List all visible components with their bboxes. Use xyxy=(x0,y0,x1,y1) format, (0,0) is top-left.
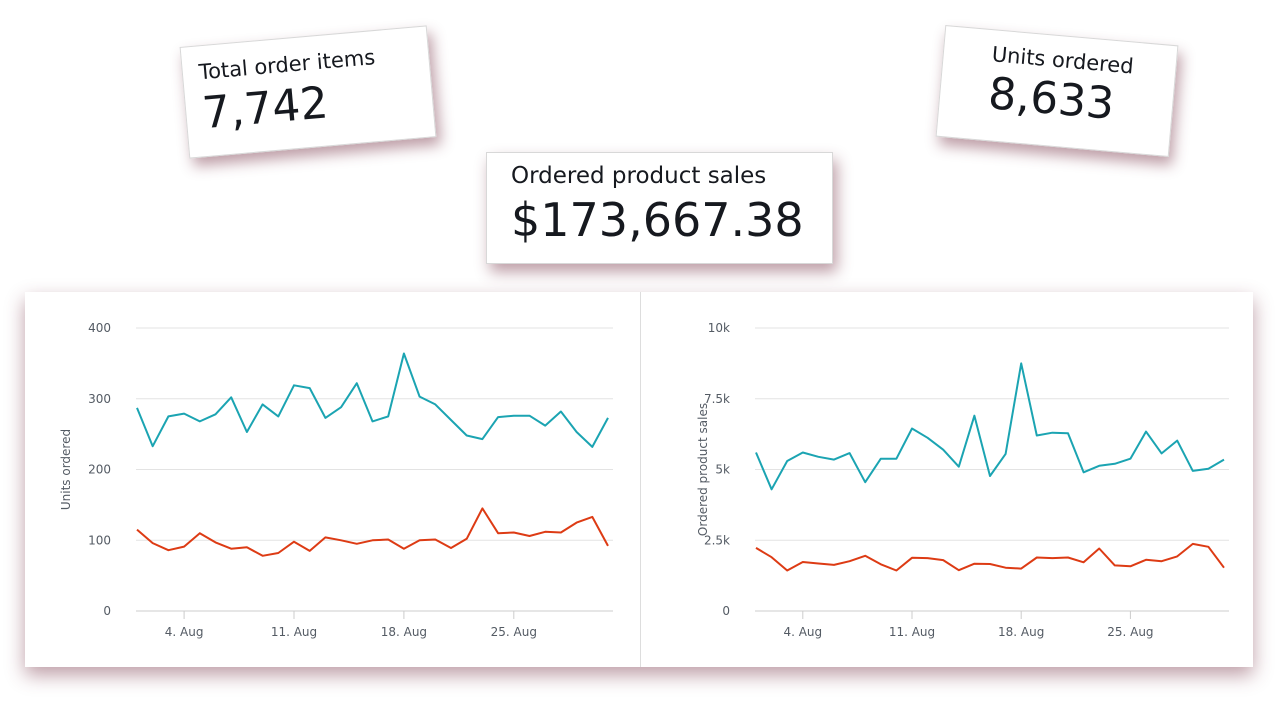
y-tick-label: 7.5k xyxy=(704,392,730,406)
x-tick-label: 18. Aug xyxy=(381,625,427,639)
ordered-product-sales-chart: 0 2.5k 5k 7.5k 10k 4. Aug 11. Aug 18. Aug 25. Au… xyxy=(696,321,1229,639)
y-axis-label: Units ordered xyxy=(59,429,73,510)
y-tick-label: 300 xyxy=(88,392,111,406)
kpi-value: $173,667.38 xyxy=(511,193,804,247)
kpi-card-ordered-product-sales: Ordered product sales $173,667.38 xyxy=(486,152,833,264)
x-tick-label: 25. Aug xyxy=(491,625,537,639)
x-tick-label: 11. Aug xyxy=(889,625,935,639)
y-tick-label: 5k xyxy=(715,463,730,477)
kpi-label: Ordered product sales xyxy=(511,163,767,189)
chart-divider xyxy=(640,292,641,667)
series-line-1 xyxy=(755,362,1225,491)
x-tick-label: 4. Aug xyxy=(783,625,822,639)
series-line-1 xyxy=(136,352,609,448)
y-tick-label: 0 xyxy=(103,604,111,618)
y-tick-label: 0 xyxy=(722,604,730,618)
y-tick-label: 100 xyxy=(88,533,111,547)
y-tick-label: 200 xyxy=(88,463,111,477)
series-line-2 xyxy=(136,507,609,557)
series-line-2 xyxy=(755,542,1225,572)
kpi-card-units-ordered: Units ordered 8,633 xyxy=(935,25,1179,157)
units-ordered-chart: 0 100 200 300 400 4. Aug 11. Aug 18. Aug 25. Aug… xyxy=(59,321,613,639)
charts-panel: 0 100 200 300 400 4. Aug 11. Aug 18. Aug 25. Aug… xyxy=(25,292,1253,667)
y-axis-label: Ordered product sales xyxy=(696,403,710,536)
y-tick-label: 10k xyxy=(708,321,730,335)
y-tick-label: 2.5k xyxy=(704,533,730,547)
x-tick-label: 25. Aug xyxy=(1107,625,1153,639)
y-tick-label: 400 xyxy=(88,321,111,335)
x-tick-label: 11. Aug xyxy=(271,625,317,639)
x-tick-label: 4. Aug xyxy=(165,625,204,639)
kpi-card-total-order-items: Total order items 7,742 xyxy=(179,25,437,159)
x-tick-label: 18. Aug xyxy=(998,625,1044,639)
